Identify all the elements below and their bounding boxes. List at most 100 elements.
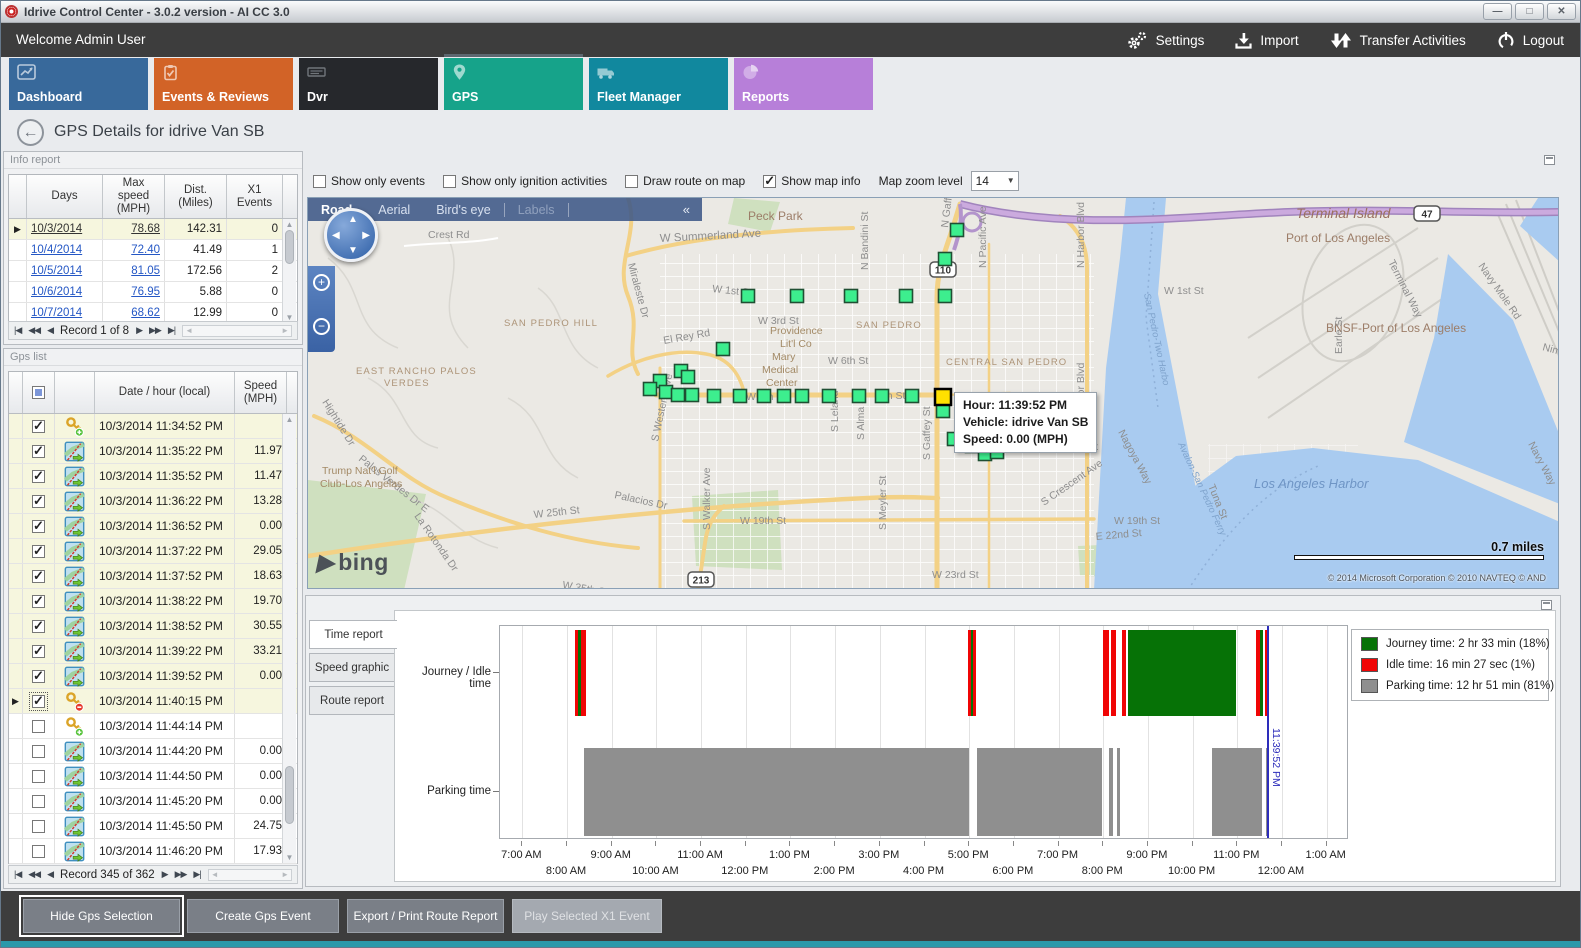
gps-marker[interactable]	[644, 383, 657, 396]
gps-row[interactable]: 10/3/2014 11:39:22 PM33.21	[9, 639, 297, 664]
report-panel-maximize-icon[interactable]	[1541, 600, 1552, 610]
gps-marker[interactable]	[876, 390, 889, 403]
row-checkbox[interactable]	[32, 645, 45, 658]
row-checkbox[interactable]	[32, 795, 45, 808]
create-gps-event-button[interactable]: Create Gps Event	[187, 899, 339, 933]
gps-row[interactable]: ▶10/3/2014 11:40:15 PM	[9, 689, 297, 714]
gps-marker[interactable]	[939, 253, 952, 266]
row-checkbox[interactable]	[32, 620, 45, 633]
gps-marker[interactable]	[672, 389, 685, 402]
tab-events[interactable]: Events & Reviews	[154, 58, 293, 110]
row-checkbox[interactable]	[32, 545, 45, 558]
row-checkbox[interactable]	[32, 595, 45, 608]
map-option-checkbox[interactable]	[443, 175, 456, 188]
scroll-thumb[interactable]	[285, 766, 294, 824]
prev-fast-icon[interactable]: ◀◀	[28, 869, 40, 880]
gps-row[interactable]: 10/3/2014 11:38:22 PM19.70	[9, 589, 297, 614]
pan-right-icon[interactable]: ▶	[362, 230, 370, 241]
days-link[interactable]: 10/6/2014	[31, 286, 82, 298]
map-panel-maximize-icon[interactable]	[1544, 155, 1555, 165]
bing-map[interactable]: Crest RdPeck ParkW Summerland AveMirales…	[307, 197, 1559, 589]
gps-marker[interactable]	[717, 343, 730, 356]
gps-marker[interactable]	[823, 390, 836, 403]
map-option-checkbox[interactable]	[763, 175, 776, 188]
tab-dvr[interactable]: Dvr	[299, 58, 438, 110]
select-all-checkbox[interactable]	[32, 386, 45, 399]
transfer-button[interactable]: Transfer Activities	[1329, 32, 1466, 49]
collapse-panel-icon[interactable]: «	[671, 202, 702, 217]
export-print-route-report-button[interactable]: Export / Print Route Report	[347, 899, 504, 933]
row-checkbox[interactable]	[32, 420, 45, 433]
pan-down-icon[interactable]: ▼	[348, 245, 358, 256]
gps-marker[interactable]	[906, 390, 919, 403]
gps-marker[interactable]	[682, 371, 695, 384]
window-titlebar[interactable]: Idrive Control Center - 3.0.2 version - …	[1, 1, 1580, 23]
gps-marker[interactable]	[845, 290, 858, 303]
row-checkbox[interactable]	[32, 520, 45, 533]
gps-marker[interactable]	[758, 390, 771, 403]
gps-marker[interactable]	[900, 290, 913, 303]
gps-marker[interactable]	[796, 390, 809, 403]
gps-row[interactable]: 10/3/2014 11:45:50 PM24.75	[9, 814, 297, 839]
row-checkbox[interactable]	[32, 820, 45, 833]
minimize-button[interactable]: —	[1483, 3, 1512, 20]
map-view-birdseye[interactable]: Bird's eye	[423, 203, 504, 217]
gps-row[interactable]: 10/3/2014 11:44:50 PM0.00	[9, 764, 297, 789]
gps-row[interactable]: 10/3/2014 11:38:52 PM30.55	[9, 614, 297, 639]
gps-marker[interactable]	[686, 389, 699, 402]
pan-left-icon[interactable]: ◀	[332, 230, 340, 241]
days-link[interactable]: 10/7/2014	[31, 307, 82, 319]
table-row[interactable]: 10/4/201472.4041.491	[9, 240, 297, 261]
prev-icon[interactable]: ◀	[47, 869, 53, 880]
row-checkbox[interactable]	[32, 670, 45, 683]
settings-button[interactable]: Settings	[1126, 31, 1205, 50]
max-speed-link[interactable]: 81.05	[131, 265, 160, 277]
first-page-icon[interactable]: |◀	[14, 869, 21, 880]
gps-marker[interactable]	[778, 390, 791, 403]
zoom-out-icon[interactable]: −	[313, 318, 330, 335]
gps-marker[interactable]	[791, 290, 804, 303]
max-speed-link[interactable]: 68.62	[131, 307, 160, 319]
first-page-icon[interactable]: |◀	[14, 325, 21, 336]
gps-marker[interactable]	[937, 405, 950, 418]
row-checkbox[interactable]	[32, 845, 45, 858]
next-icon[interactable]: ▶	[136, 325, 142, 336]
row-checkbox[interactable]	[32, 745, 45, 758]
tab-speed-graphic[interactable]: Speed graphic	[309, 653, 395, 682]
tab-route-report[interactable]: Route report	[309, 686, 395, 715]
gps-row[interactable]: 10/3/2014 11:44:20 PM0.00	[9, 739, 297, 764]
prev-icon[interactable]: ◀	[47, 325, 53, 336]
zoom-in-icon[interactable]: +	[313, 274, 330, 291]
tab-gps[interactable]: GPS	[444, 58, 583, 110]
row-checkbox[interactable]	[32, 720, 45, 733]
row-checkbox[interactable]	[32, 695, 45, 708]
pan-up-icon[interactable]: ▲	[348, 214, 358, 225]
max-speed-link[interactable]: 78.68	[131, 223, 160, 235]
days-link[interactable]: 10/3/2014	[31, 223, 82, 235]
hide-gps-selection-button[interactable]: Hide Gps Selection	[23, 899, 180, 933]
row-checkbox[interactable]	[32, 495, 45, 508]
next-fast-icon[interactable]: ▶▶	[175, 869, 187, 880]
pager-h-scrollbar[interactable]: ◄►	[182, 325, 292, 337]
gps-row[interactable]: 10/3/2014 11:35:52 PM11.47	[9, 464, 297, 489]
days-link[interactable]: 10/5/2014	[31, 265, 82, 277]
row-checkbox[interactable]	[32, 770, 45, 783]
import-button[interactable]: Import	[1234, 32, 1298, 49]
logout-button[interactable]: Logout	[1496, 31, 1564, 50]
map-option-checkbox[interactable]	[313, 175, 326, 188]
scroll-thumb[interactable]	[285, 230, 294, 264]
gps-row[interactable]: 10/3/2014 11:37:22 PM29.05	[9, 539, 297, 564]
gps-marker[interactable]	[853, 390, 866, 403]
back-button[interactable]: ←	[17, 119, 44, 146]
tab-dashboard[interactable]: Dashboard	[9, 58, 148, 110]
gps-row[interactable]: 10/3/2014 11:36:52 PM0.00	[9, 514, 297, 539]
gps-row[interactable]: 10/3/2014 11:34:52 PM	[9, 414, 297, 439]
map-zoom-select[interactable]: 14	[971, 171, 1019, 191]
gps-row[interactable]: 10/3/2014 11:35:22 PM11.97	[9, 439, 297, 464]
gps-row[interactable]: 10/3/2014 11:44:14 PM	[9, 714, 297, 739]
gps-row[interactable]: 10/3/2014 11:37:52 PM18.63	[9, 564, 297, 589]
table-row[interactable]: ▶10/3/201478.68142.310	[9, 219, 297, 240]
close-button[interactable]: ✕	[1547, 3, 1576, 20]
row-checkbox[interactable]	[32, 570, 45, 583]
gps-marker[interactable]	[734, 390, 747, 403]
